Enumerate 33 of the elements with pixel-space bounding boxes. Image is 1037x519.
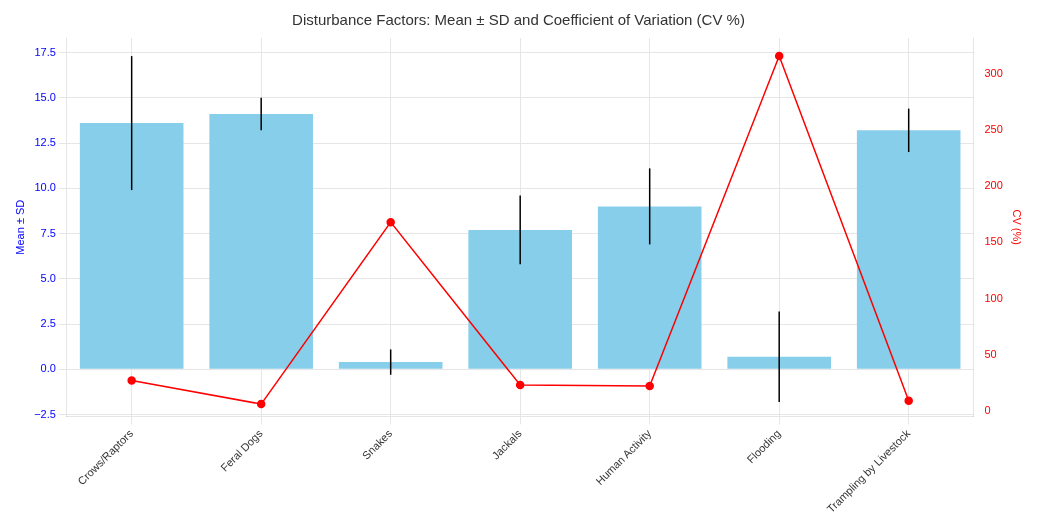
y2-tick-label: 150 <box>984 235 1003 248</box>
bar <box>209 114 313 369</box>
y2-tick-label: 250 <box>984 123 1003 136</box>
y-tick-label: 0.0 <box>40 362 56 375</box>
y2-tick-label: 200 <box>984 179 1003 192</box>
bar <box>597 206 702 369</box>
point <box>645 381 654 391</box>
point <box>386 217 395 227</box>
y-tick-label: −2.5 <box>34 407 56 420</box>
y2-axis-title: CV (%) <box>1011 209 1024 245</box>
y2-tick-label: 100 <box>984 291 1003 304</box>
point <box>256 399 266 409</box>
y-axis-title: Mean ± SD <box>13 199 26 255</box>
y2-tick-label: 300 <box>984 66 1003 79</box>
y2-tick-label: 50 <box>984 347 997 360</box>
point <box>904 396 913 405</box>
y-tick-label: 10.0 <box>34 181 56 194</box>
y2-tick-label: 0 <box>984 403 991 416</box>
bar <box>338 362 443 369</box>
point <box>127 376 136 385</box>
y-tick-label: 5.0 <box>40 271 56 284</box>
bar <box>79 123 184 369</box>
bar <box>468 229 572 369</box>
point <box>515 380 525 390</box>
chart-title: Disturbance Factors: Mean ± SD and Coefficient of Variation (CV %) <box>292 11 745 29</box>
y-tick-label: 12.5 <box>34 136 56 149</box>
y-tick-label: 15.0 <box>34 90 56 103</box>
y-tick-label: 7.5 <box>40 226 56 239</box>
y-tick-label: 2.5 <box>40 317 56 330</box>
bar <box>856 130 961 369</box>
point <box>774 51 784 61</box>
y-tick-label: 17.5 <box>34 45 56 58</box>
bar <box>727 356 831 369</box>
